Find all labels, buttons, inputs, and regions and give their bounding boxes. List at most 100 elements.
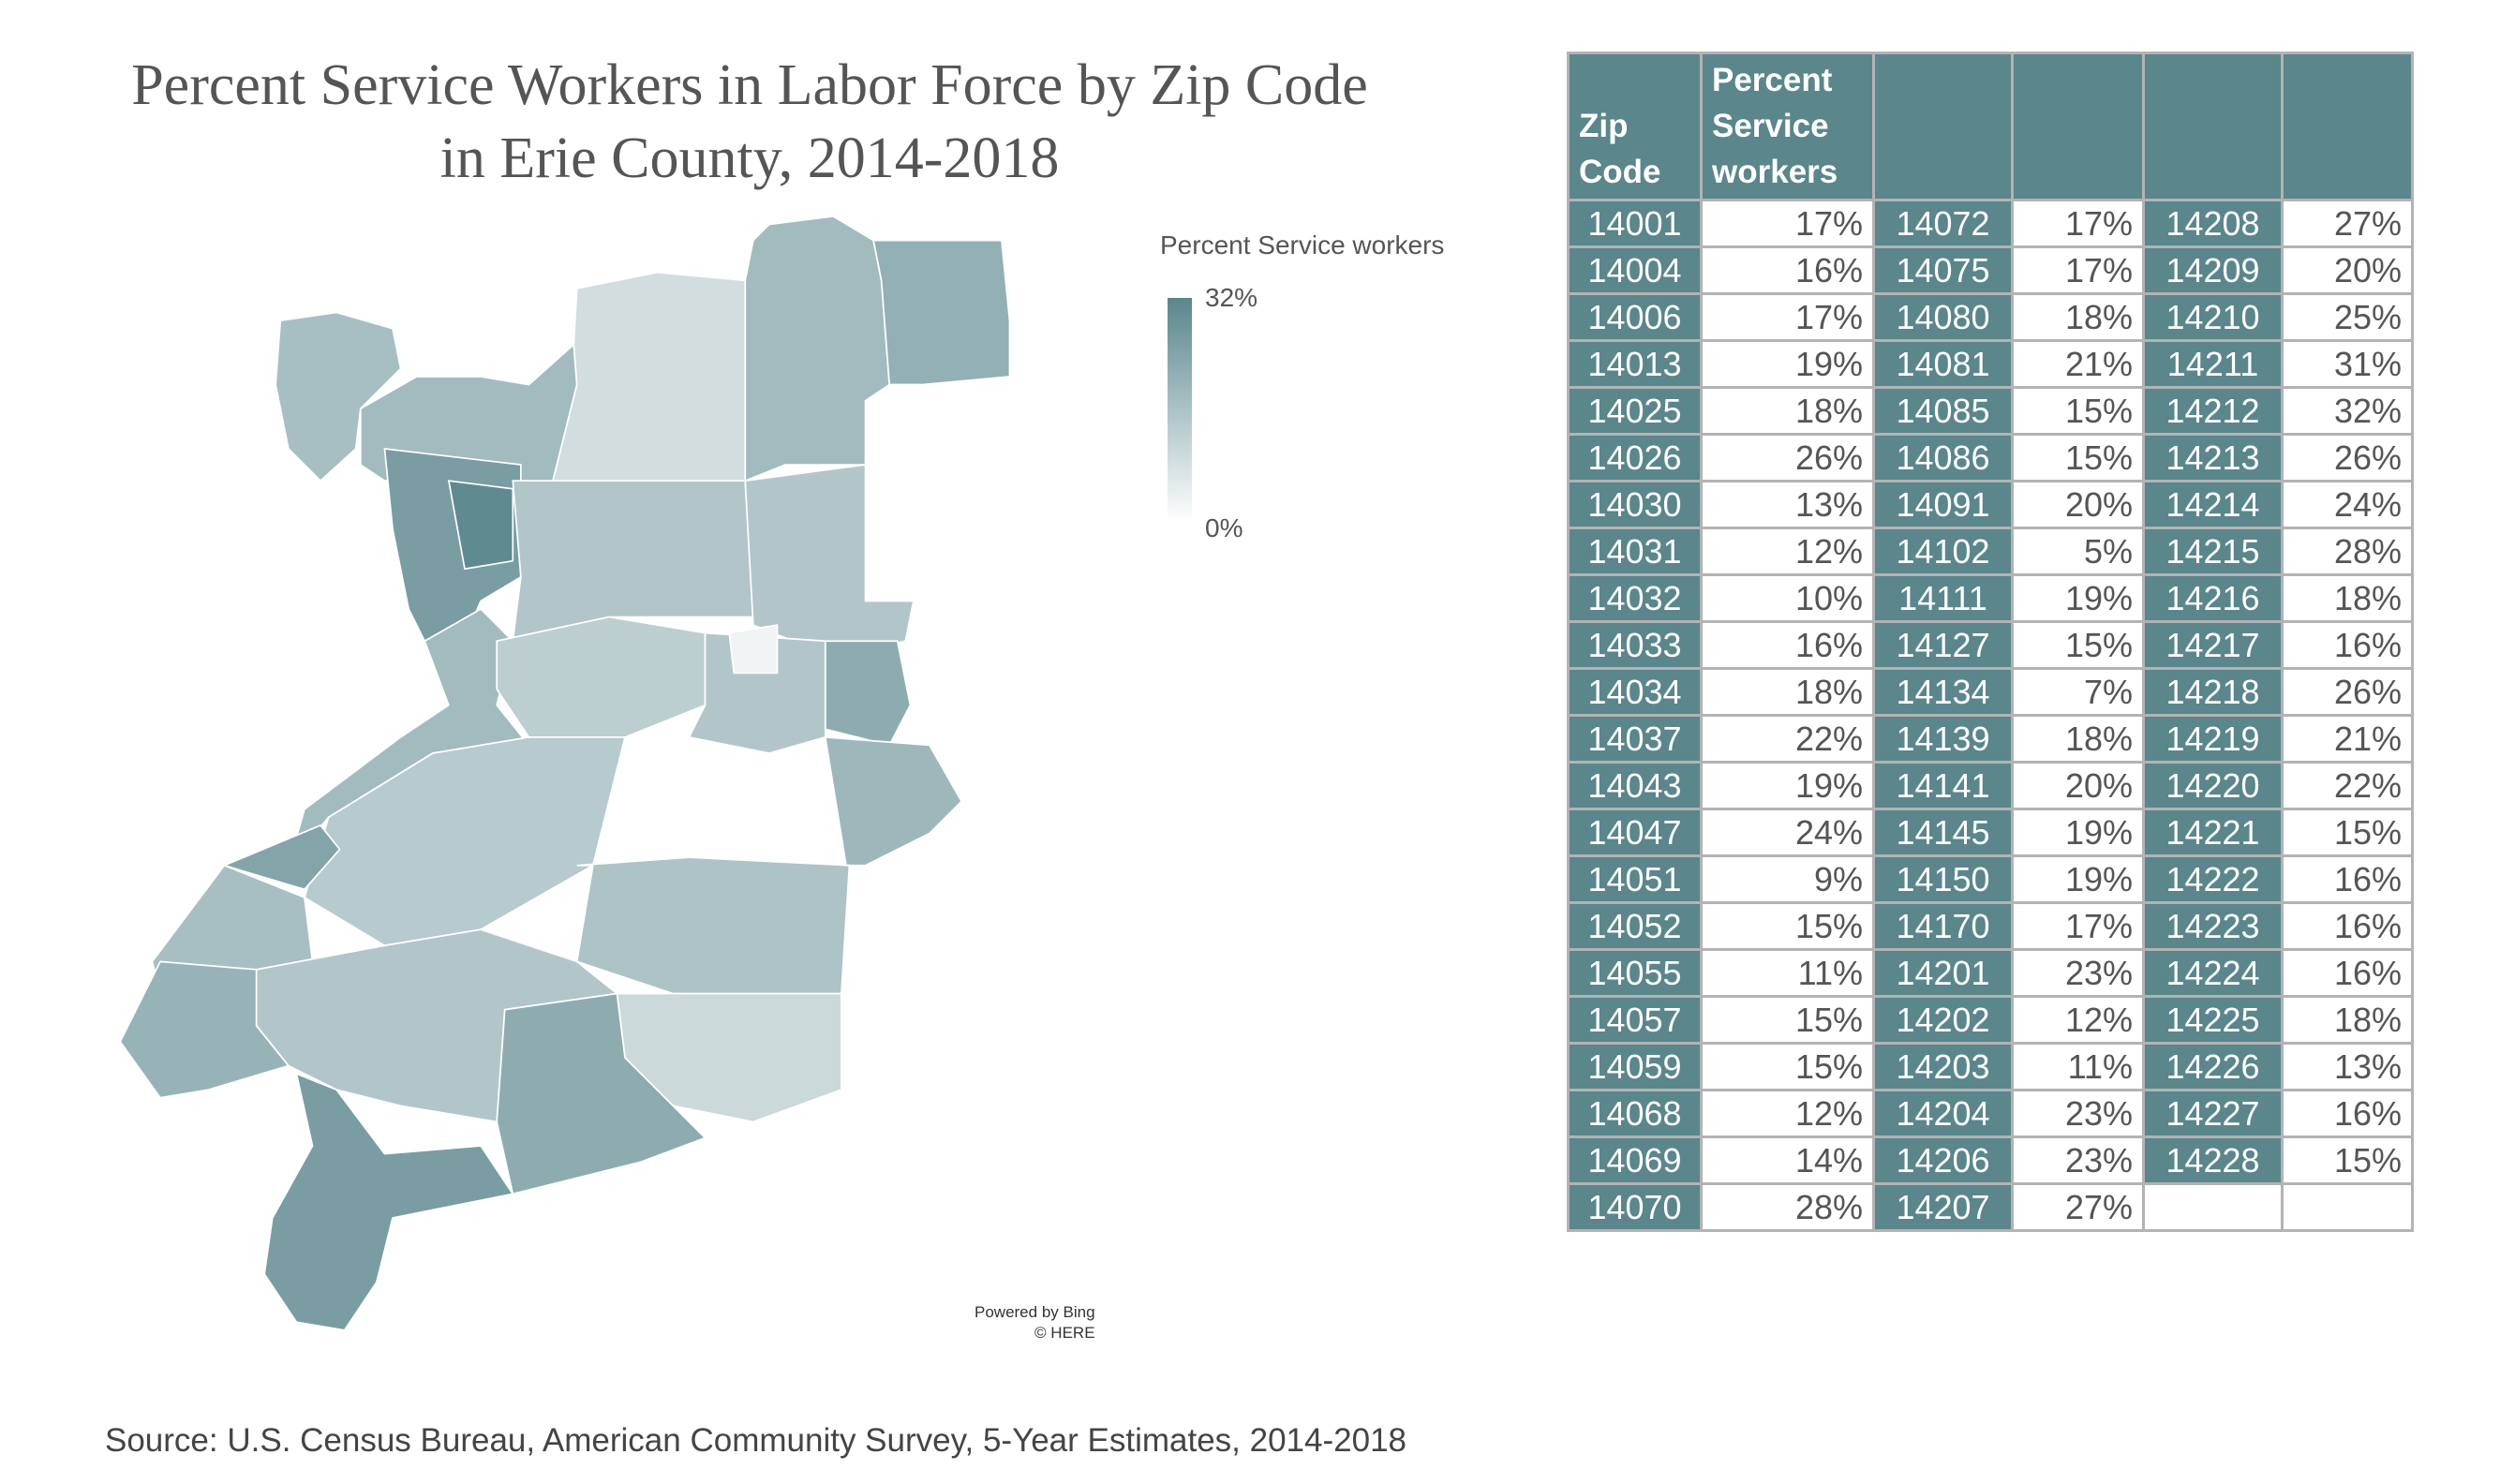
- zip-code-cell: 14052: [1567, 901, 1703, 951]
- percent-cell: 15%: [2011, 433, 2145, 482]
- legend-max-label: 32%: [1205, 283, 1258, 312]
- percent-cell: 18%: [1700, 386, 1875, 436]
- zip-region: [221, 824, 341, 891]
- percent-cell: 23%: [2011, 948, 2145, 998]
- zip-region: [744, 215, 891, 482]
- percent-cell: 9%: [1700, 854, 1875, 904]
- zip-code-cell: 14215: [2142, 527, 2284, 576]
- percent-cell: [2281, 1182, 2414, 1232]
- zip-code-cell: 14069: [1567, 1135, 1703, 1185]
- zip-code-cell: 14220: [2142, 761, 2284, 810]
- zip-code-cell: 14216: [2142, 573, 2284, 623]
- percent-cell: 31%: [2281, 339, 2414, 389]
- zip-region: [119, 960, 290, 1099]
- zip-code-cell: 14139: [1872, 714, 2014, 764]
- zip-data-table: Zip Code Percent Service workers 14001 17%…: [1567, 52, 2414, 1232]
- percent-cell: 18%: [2011, 292, 2145, 342]
- percent-cell: 19%: [1700, 761, 1875, 810]
- zip-code-cell: 14025: [1567, 386, 1703, 436]
- percent-cell: 13%: [1700, 480, 1875, 529]
- column-header: [2142, 52, 2284, 201]
- zip-code-cell: 14219: [2142, 714, 2284, 764]
- percent-cell: 11%: [1700, 948, 1875, 998]
- table-row: 14037 22% 14139 18% 14219 21%: [1567, 714, 2414, 764]
- zip-code-cell: 14227: [2142, 1089, 2284, 1138]
- zip-code-cell: 14051: [1567, 854, 1703, 904]
- zip-region: [496, 616, 707, 738]
- table-row: 14004 16% 14075 17% 14209 20%: [1567, 245, 2414, 295]
- percent-cell: 16%: [2281, 854, 2414, 904]
- percent-cell: 27%: [2281, 199, 2414, 248]
- percent-cell: 24%: [1700, 808, 1875, 857]
- percent-cell: 21%: [2281, 714, 2414, 764]
- zip-code-cell: 14209: [2142, 245, 2284, 295]
- zip-region: [496, 992, 707, 1195]
- zip-code-cell: 14013: [1567, 339, 1703, 389]
- zip-code-cell: 14030: [1567, 480, 1703, 529]
- column-header: [2281, 52, 2414, 201]
- percent-cell: 17%: [2011, 199, 2145, 248]
- zip-code-cell: 14102: [1872, 527, 2014, 576]
- zip-code-cell: 14068: [1567, 1089, 1703, 1138]
- zip-code-cell: 14203: [1872, 1042, 2014, 1091]
- zip-code-cell: 14226: [2142, 1042, 2284, 1091]
- zip-code-cell: 14031: [1567, 527, 1703, 576]
- zip-code-cell: 14081: [1872, 339, 2014, 389]
- percent-cell: 28%: [2281, 527, 2414, 576]
- percent-cell: 16%: [2281, 948, 2414, 998]
- zip-code-cell: 14141: [1872, 761, 2014, 810]
- percent-cell: 15%: [1700, 995, 1875, 1045]
- column-header: [1872, 52, 2014, 201]
- percent-cell: 18%: [2281, 573, 2414, 623]
- zip-code-cell: 14085: [1872, 386, 2014, 436]
- zip-code-cell: 14218: [2142, 667, 2284, 717]
- percent-cell: 5%: [2011, 527, 2145, 576]
- percent-cell: 17%: [1700, 199, 1875, 248]
- percent-cell: 15%: [1700, 901, 1875, 951]
- percent-cell: 16%: [1700, 245, 1875, 295]
- zip-code-cell: 14201: [1872, 948, 2014, 998]
- table-row: 14026 26% 14086 15% 14213 26%: [1567, 433, 2414, 482]
- zip-code-cell: 14043: [1567, 761, 1703, 810]
- percent-cell: 24%: [2281, 480, 2414, 529]
- percent-cell: 17%: [2011, 901, 2145, 951]
- zip-code-cell: 14217: [2142, 620, 2284, 670]
- zip-code-cell: 14127: [1872, 620, 2014, 670]
- zip-region: [688, 631, 826, 754]
- percent-cell: 26%: [2281, 667, 2414, 717]
- percent-cell: 20%: [2011, 480, 2145, 529]
- zip-code-cell: 14225: [2142, 995, 2284, 1045]
- percent-cell: 16%: [2281, 620, 2414, 670]
- table-row: 14052 15% 14170 17% 14223 16%: [1567, 901, 2414, 951]
- zip-code-cell: 14037: [1567, 714, 1703, 764]
- table-header-row: Zip Code Percent Service workers: [1567, 52, 2414, 201]
- legend-title: Percent Service workers: [1160, 230, 1445, 260]
- table-row: 14055 11% 14201 23% 14224 16%: [1567, 948, 2414, 998]
- percent-cell: 26%: [2281, 433, 2414, 482]
- percent-cell: 21%: [2011, 339, 2145, 389]
- legend-min-label: 0%: [1205, 513, 1243, 542]
- table-row: 14031 12% 14102 5% 14215 28%: [1567, 527, 2414, 576]
- table-row: 14006 17% 14080 18% 14210 25%: [1567, 292, 2414, 342]
- zip-code-cell: 14086: [1872, 433, 2014, 482]
- percent-cell: 18%: [1700, 667, 1875, 717]
- zip-code-cell: 14213: [2142, 433, 2284, 482]
- zip-code-cell: 14070: [1567, 1182, 1703, 1232]
- zip-code-cell: 14075: [1872, 245, 2014, 295]
- percent-cell: 22%: [1700, 714, 1875, 764]
- percent-cell: 15%: [2281, 1135, 2414, 1185]
- percent-cell: 19%: [2011, 808, 2145, 857]
- percent-cell: 32%: [2281, 386, 2414, 436]
- table-row: 14068 12% 14204 23% 14227 16%: [1567, 1089, 2414, 1138]
- percent-cell: 7%: [2011, 667, 2145, 717]
- percent-cell: 16%: [1700, 620, 1875, 670]
- zip-code-cell: 14211: [2142, 339, 2284, 389]
- table-row: 14069 14% 14206 23% 14228 15%: [1567, 1135, 2414, 1185]
- zip-code-cell: 14055: [1567, 948, 1703, 998]
- percent-cell: 13%: [2281, 1042, 2414, 1091]
- zip-code-cell: 14223: [2142, 901, 2284, 951]
- percent-cell: 19%: [2011, 573, 2145, 623]
- zip-code-cell: 14080: [1872, 292, 2014, 342]
- zip-code-cell: 14214: [2142, 480, 2284, 529]
